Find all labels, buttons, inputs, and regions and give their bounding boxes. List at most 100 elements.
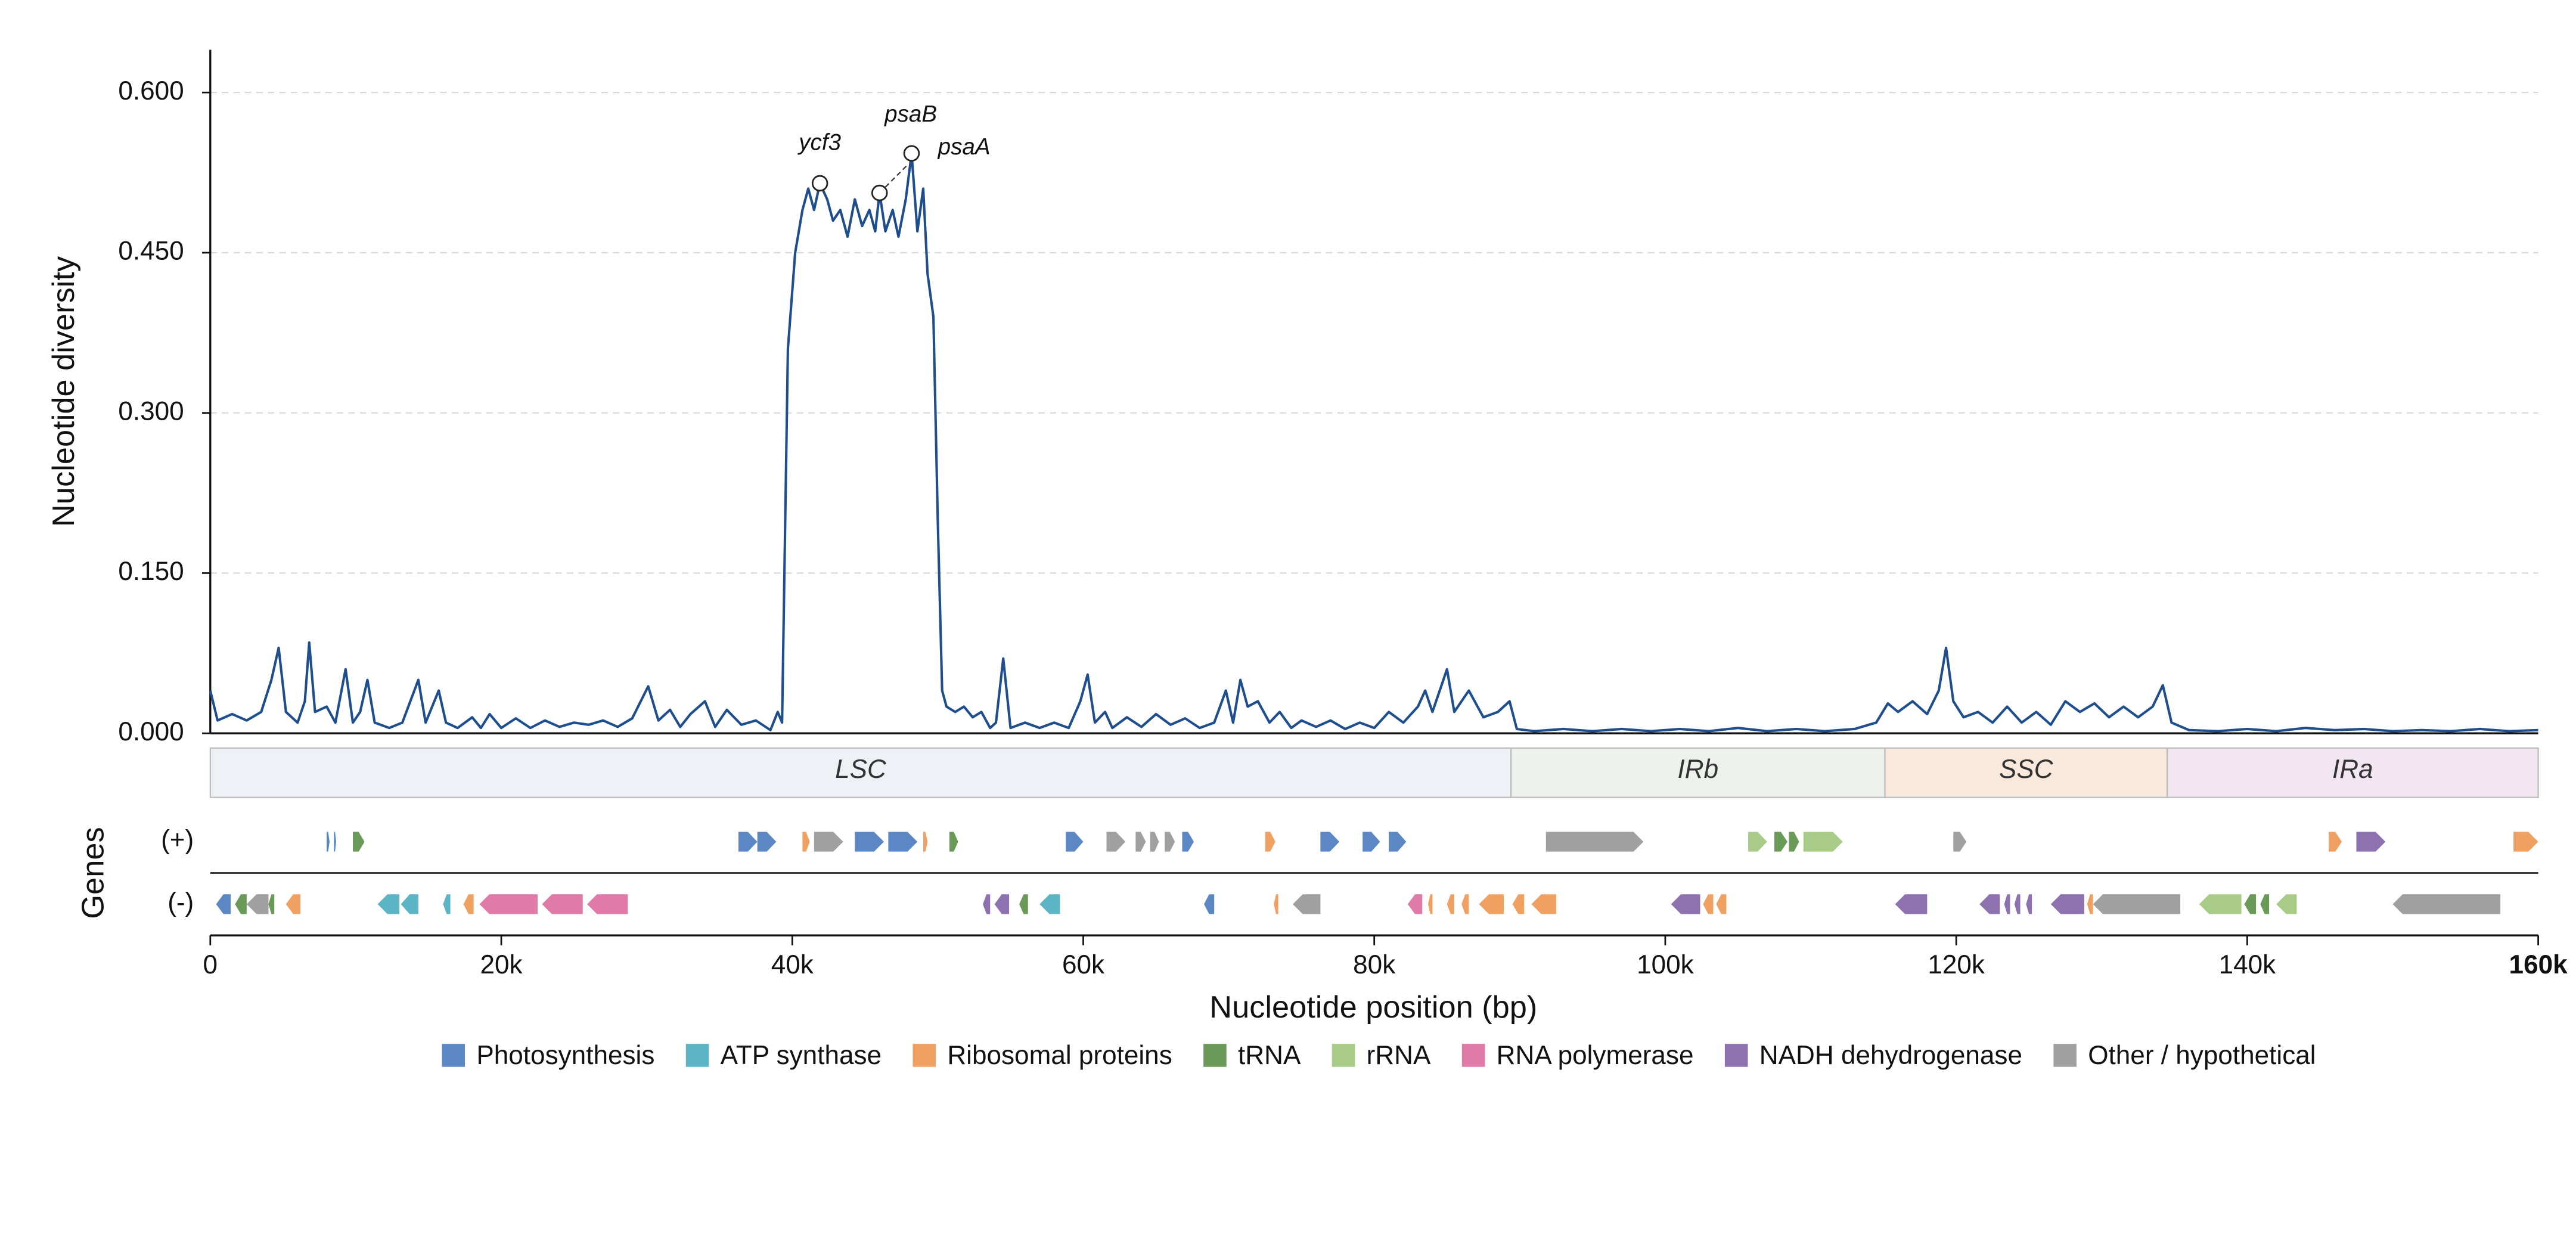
legend-swatch — [1724, 1044, 1748, 1067]
region-label: LSC — [835, 755, 887, 784]
gene — [802, 832, 810, 852]
gene — [1447, 894, 1454, 914]
y-tick-label: 0.450 — [118, 237, 184, 266]
gene — [1293, 894, 1321, 914]
gene — [1531, 894, 1556, 914]
gene — [2329, 832, 2342, 852]
gene — [353, 832, 365, 852]
legend-label: RNA polymerase — [1497, 1041, 1694, 1070]
gene — [1512, 894, 1525, 914]
gene — [1671, 894, 1700, 914]
leader-line — [879, 164, 908, 194]
x-tick-label: 0 — [203, 950, 218, 979]
legend-label: rRNA — [1367, 1041, 1431, 1070]
x-axis-title: Nucleotide position (bp) — [1209, 990, 1537, 1025]
gene — [814, 832, 843, 852]
gene — [1204, 894, 1215, 914]
region-label: SSC — [1999, 755, 2054, 784]
x-tick-label: 60k — [1062, 950, 1105, 979]
y-tick-label: 0.000 — [118, 717, 184, 746]
region — [2167, 747, 2539, 798]
gene — [1461, 894, 1469, 914]
gene — [1774, 832, 1787, 852]
gene — [2050, 894, 2084, 914]
gene — [2199, 894, 2242, 914]
legend-label: ATP synthase — [721, 1041, 882, 1070]
x-tick-label: 160k — [2509, 950, 2568, 979]
gene — [1135, 832, 1146, 852]
gene — [443, 894, 451, 914]
gene — [855, 832, 884, 852]
gene — [463, 894, 474, 914]
gene — [2004, 894, 2010, 914]
gene — [268, 894, 275, 914]
region — [1510, 747, 1886, 798]
gene — [1039, 894, 1060, 914]
x-tick-label: 40k — [771, 950, 814, 979]
gene — [235, 894, 247, 914]
gene — [1182, 832, 1194, 852]
gene — [1545, 832, 1644, 852]
legend-swatch — [1461, 1044, 1485, 1067]
legend-swatch — [685, 1044, 709, 1067]
gene — [1150, 832, 1159, 852]
gene — [2356, 832, 2386, 852]
gene — [1019, 894, 1028, 914]
gene — [1106, 832, 1126, 852]
gene — [994, 894, 1009, 914]
gene — [1716, 894, 1727, 914]
gene — [2026, 894, 2032, 914]
x-tick-label: 140k — [2219, 950, 2277, 979]
gene — [1274, 894, 1278, 914]
gene — [949, 832, 958, 852]
y-tick-label: 0.150 — [118, 557, 184, 586]
annotation-label: ycf3 — [797, 130, 841, 156]
gene — [1428, 894, 1433, 914]
y-tick-label: 0.300 — [118, 396, 184, 426]
gene — [1265, 832, 1275, 852]
x-tick-label: 100k — [1637, 950, 1694, 979]
track-label: (-) — [167, 888, 194, 917]
gene — [738, 832, 758, 852]
gene — [2276, 894, 2297, 914]
legend-swatch — [442, 1044, 465, 1067]
x-tick-label: 120k — [1928, 950, 1985, 979]
diversity-line — [209, 152, 2538, 733]
legend-swatch — [913, 1044, 936, 1067]
gene — [587, 894, 628, 914]
gene — [2244, 894, 2257, 914]
gene — [1703, 894, 1714, 914]
y-axis-title: Nucleotide diversity — [46, 256, 81, 527]
gene — [1479, 894, 1504, 914]
gene — [285, 894, 301, 914]
gene — [479, 894, 538, 914]
gene — [246, 894, 269, 914]
gene — [377, 894, 400, 914]
gene — [2014, 894, 2021, 914]
gene — [2093, 894, 2181, 914]
gene — [1363, 832, 1380, 852]
region-label: IRb — [1678, 755, 1719, 784]
gene — [983, 894, 991, 914]
gene — [1320, 832, 1340, 852]
legend-label: tRNA — [1238, 1041, 1301, 1070]
gene — [334, 832, 336, 852]
legend-label: NADH dehydrogenase — [1759, 1041, 2022, 1070]
legend-label: Ribosomal proteins — [947, 1041, 1172, 1070]
gene — [1803, 832, 1843, 852]
legend-swatch — [1203, 1044, 1227, 1067]
gene — [1895, 894, 1928, 914]
x-tick-label: 20k — [480, 950, 523, 979]
gene — [1066, 832, 1084, 852]
legend-label: Photosynthesis — [476, 1041, 654, 1070]
annotation-label: psaB — [884, 101, 937, 127]
annotation-point — [811, 175, 828, 192]
genes-title: Genes — [76, 827, 111, 919]
x-tick-label: 80k — [1353, 950, 1396, 979]
gene — [757, 832, 777, 852]
region-label: IRa — [2332, 755, 2373, 784]
gene — [2087, 894, 2093, 914]
y-tick-label: 0.600 — [118, 76, 184, 106]
legend-label: Other / hypothetical — [2088, 1041, 2316, 1070]
